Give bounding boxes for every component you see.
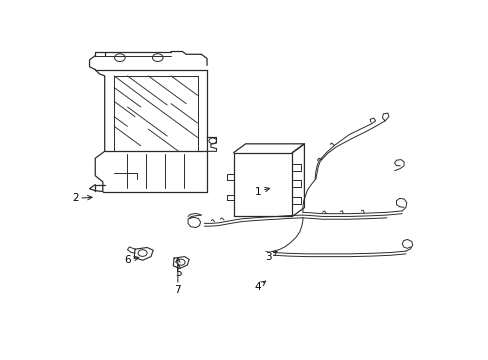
Text: 5: 5 xyxy=(175,265,182,278)
Text: 3: 3 xyxy=(265,251,276,262)
Text: 7: 7 xyxy=(174,258,181,296)
Text: 1: 1 xyxy=(254,186,269,197)
Text: 4: 4 xyxy=(254,281,265,292)
Text: 2: 2 xyxy=(72,193,92,203)
Text: 6: 6 xyxy=(124,255,139,265)
